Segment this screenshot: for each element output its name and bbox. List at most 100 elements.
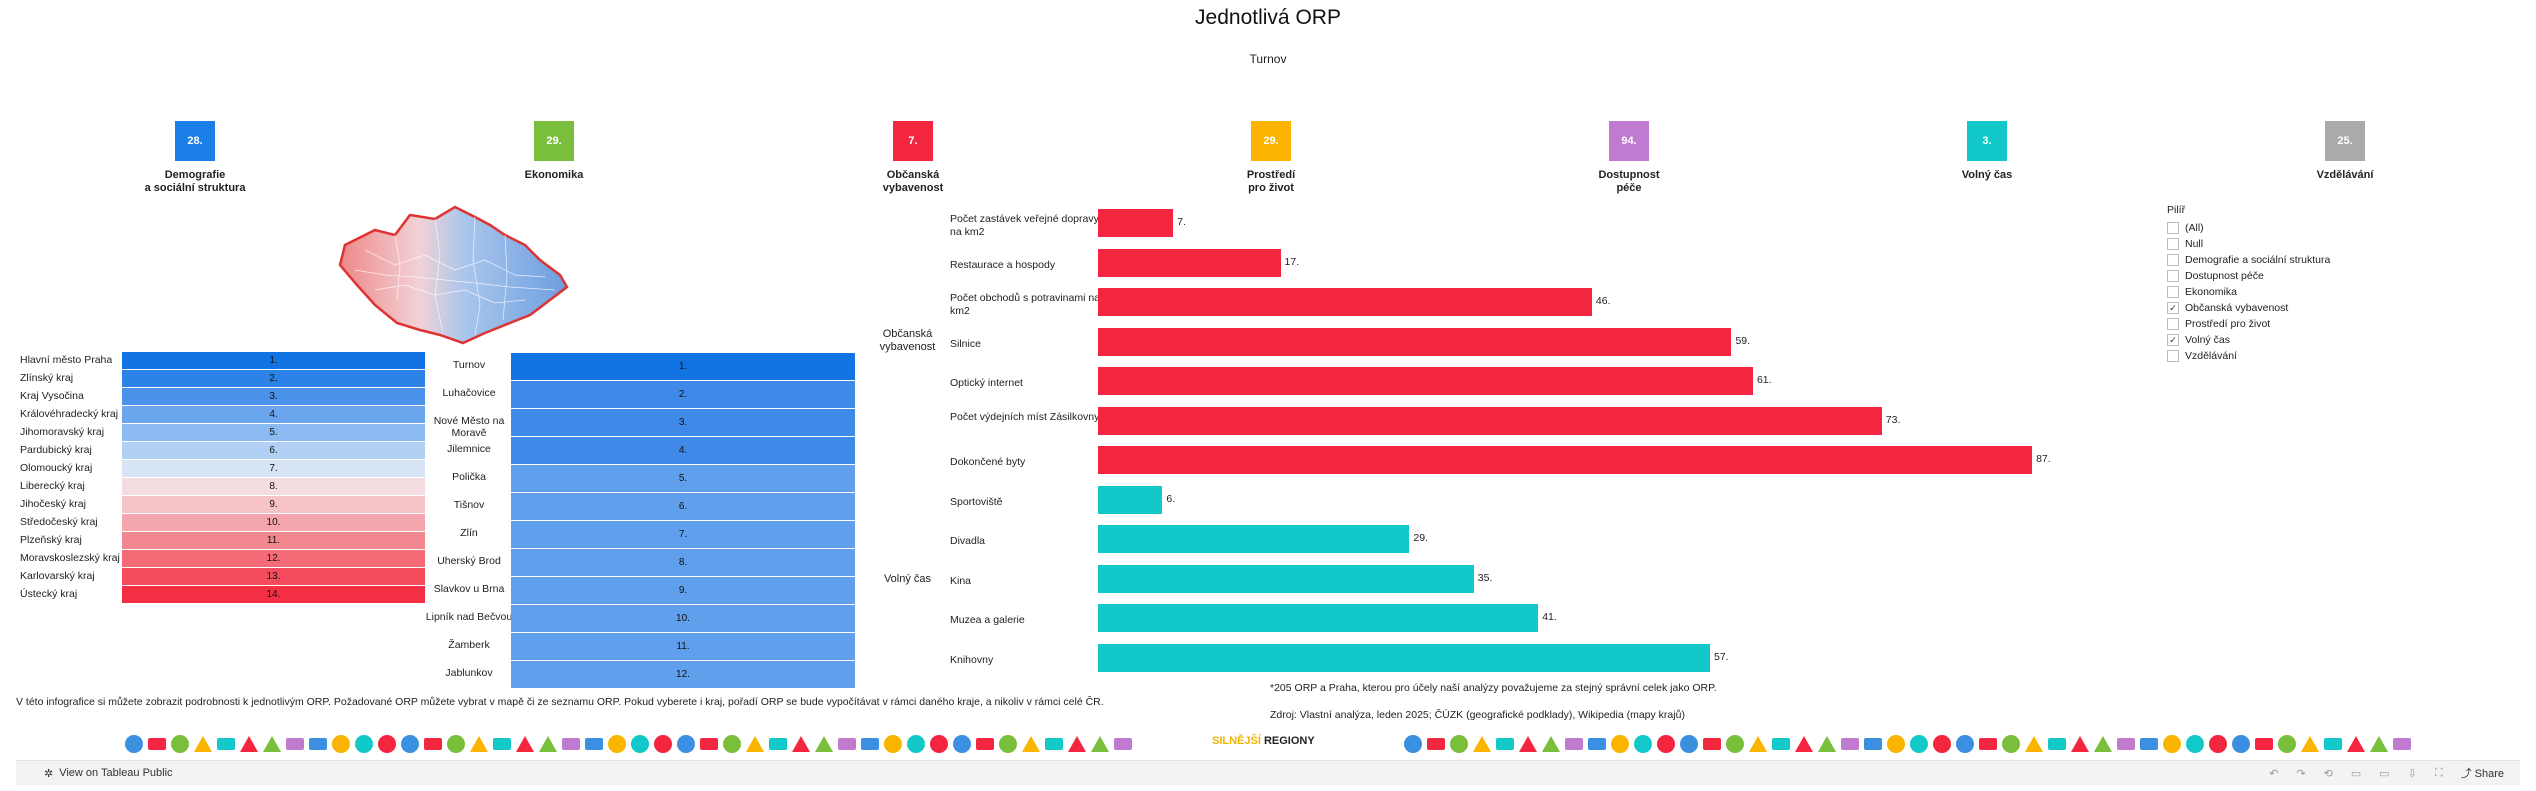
checkbox-icon[interactable] [2167,318,2179,330]
device-preview-icon[interactable]: ▭ [2379,767,2390,780]
orp-rank-cell[interactable]: 4. [511,437,855,464]
undo-icon[interactable]: ↶ [2269,767,2279,780]
revert-icon[interactable]: ⟲ [2323,767,2333,780]
bar[interactable] [1098,367,1753,395]
filter-option[interactable]: Ekonomika [2167,284,2330,300]
kraj-rank-cell[interactable]: 7. [122,460,425,477]
orp-rank-cell[interactable]: 12. [511,661,855,688]
kraj-name[interactable]: Liberecký kraj [20,480,85,492]
filter-option[interactable]: Prostředí pro život [2167,316,2330,332]
orp-rank-cell[interactable]: 8. [511,549,855,576]
orp-rank-cell[interactable]: 2. [511,381,855,408]
bar[interactable] [1098,288,1592,316]
kraj-name[interactable]: Pardubický kraj [20,444,92,456]
checkbox-icon[interactable] [2167,238,2179,250]
kraj-name[interactable]: Jihomoravský kraj [20,426,105,438]
bar[interactable] [1098,643,1710,672]
kraj-rank-cell[interactable]: 1. [122,352,425,369]
bar[interactable] [1098,248,1281,277]
category-6[interactable]: 25. Vzdělávání [2265,121,2425,182]
bar[interactable] [1098,446,2033,474]
czech-map[interactable] [335,205,570,345]
kraj-name[interactable]: Královéhradecký kraj [20,408,119,420]
orp-name[interactable]: Uherský Brod [437,555,501,567]
refresh-icon[interactable]: ▭ [2350,767,2362,780]
orp-rank-cell[interactable]: 3. [511,409,855,436]
bar[interactable] [1098,485,1163,514]
kraj-name[interactable]: Hlavní město Praha [20,354,113,366]
view-on-tableau-link[interactable]: ✲ View on Tableau Public [44,767,173,780]
kraj-rank-cell[interactable]: 9. [122,496,425,513]
category-3[interactable]: 29. Prostředí pro život [1191,121,1351,195]
orp-name[interactable]: Tišnov [453,499,485,511]
checkbox-icon[interactable] [2167,270,2179,282]
kraj-rank-cell[interactable]: 14. [122,586,425,603]
download-icon[interactable]: ⇩ [2407,767,2417,780]
orp-rank-cell[interactable]: 1. [511,353,855,380]
kraj-name[interactable]: Olomoucký kraj [20,462,93,474]
kraj-rank-cell[interactable]: 8. [122,478,425,495]
fullscreen-icon[interactable]: ⛶ [2434,766,2443,779]
orp-rank-cell[interactable]: 6. [511,493,855,520]
kraj-name[interactable]: Zlínský kraj [20,372,74,384]
filter-option[interactable]: Dostupnost péče [2167,268,2330,284]
orp-name[interactable]: Jablunkov [445,667,493,679]
category-0[interactable]: 28. Demografie a sociální struktura [115,121,275,195]
bar[interactable] [1098,327,1732,356]
orp-rank-cell[interactable]: 7. [511,521,855,548]
checkbox-icon[interactable] [2167,286,2179,298]
category-4[interactable]: 94. Dostupnost péče [1549,121,1709,195]
orp-rank-cell[interactable]: 10. [511,605,855,632]
orp-rank-cell[interactable]: 11. [511,633,855,660]
filter-option[interactable]: Null [2167,236,2330,252]
bar[interactable] [1098,564,1474,593]
filter-option[interactable]: ✓ Volný čas [2167,332,2330,348]
orp-name[interactable]: Slavkov u Brna [433,583,505,595]
orp-rank-cell[interactable]: 5. [511,465,855,492]
kraj-rank-cell[interactable]: 12. [122,550,425,567]
kraj-rank-cell[interactable]: 2. [122,370,425,387]
kraj-rank-cell[interactable]: 10. [122,514,425,531]
kraj-name[interactable]: Ústecký kraj [20,588,78,600]
kraj-name[interactable]: Karlovarský kraj [20,570,95,582]
kraj-name[interactable]: Moravskoslezský kraj [20,552,120,564]
kraj-name[interactable]: Jihočeský kraj [20,498,86,510]
orp-name[interactable]: Jilemnice [447,443,491,455]
orp-name[interactable]: Zlín [460,527,478,539]
category-2[interactable]: 7. Občanská vybavenost [833,121,993,195]
kraj-rank-cell[interactable]: 11. [122,532,425,549]
kraj-rank-cell[interactable]: 4. [122,406,425,423]
kraj-rank-cell[interactable]: 5. [122,424,425,441]
bar[interactable] [1098,209,1174,237]
bar[interactable] [1098,406,1882,435]
orp-name[interactable]: Luhačovice [442,387,496,399]
redo-icon[interactable]: ↷ [2296,767,2306,780]
checkbox-icon[interactable] [2167,254,2179,266]
checkbox-icon[interactable] [2167,350,2179,362]
bar[interactable] [1098,525,1410,553]
kraj-rank-cell[interactable]: 6. [122,442,425,459]
orp-name[interactable]: Nové Město na Moravě [433,415,505,439]
orp-name[interactable]: Žamberk [448,639,490,651]
orp-name[interactable]: Turnov [452,359,486,371]
kraj-name[interactable]: Středočeský kraj [20,516,98,528]
orp-rank-cell[interactable]: 9. [511,577,855,604]
kraj-rank-cell[interactable]: 13. [122,568,425,585]
kraj-name[interactable]: Kraj Vysočina [20,390,84,402]
orp-name[interactable]: Lipník nad Bečvou [425,611,513,623]
share-button[interactable]: ⤴ Share [2460,768,2504,780]
filter-option[interactable]: (All) [2167,220,2330,236]
orp-name[interactable]: Polička [452,471,486,483]
filter-option[interactable]: ✓ Občanská vybavenost [2167,300,2330,316]
checkbox-icon[interactable]: ✓ [2167,334,2179,346]
decorative-icon [1910,735,1928,753]
kraj-name[interactable]: Plzeňský kraj [20,534,82,546]
filter-option[interactable]: Demografie a sociální struktura [2167,252,2330,268]
filter-option[interactable]: Vzdělávání [2167,348,2330,364]
checkbox-icon[interactable]: ✓ [2167,302,2179,314]
bar[interactable] [1098,604,1539,632]
category-5[interactable]: 3. Volný čas [1907,121,2067,182]
kraj-rank-cell[interactable]: 3. [122,388,425,405]
category-1[interactable]: 29. Ekonomika [474,121,634,182]
checkbox-icon[interactable] [2167,222,2179,234]
